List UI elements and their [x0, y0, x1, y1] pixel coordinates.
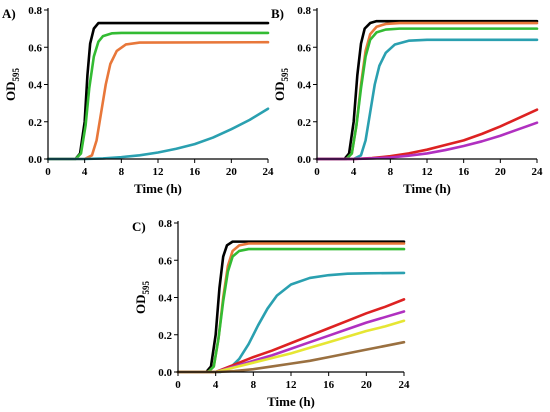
y-tick-label: 0.2	[297, 117, 311, 129]
panel-label: B)	[271, 6, 284, 21]
panel-c: 0 4 8 12 16 20 24 0.0 0.2 0.4 0.6 0.8 Time (h) OD595 C…	[132, 218, 410, 409]
y-tick-label: 0.4	[158, 293, 172, 305]
panel-a: 0 4 8 12 16 20 24 0.0 0.2 0.4 0.6 0.8 Time (h) OD595 A…	[2, 5, 274, 196]
x-tick-label: 24	[532, 166, 544, 178]
series-line-3	[315, 27, 539, 161]
y-axis-title-main: OD	[3, 82, 18, 102]
series-line-1	[315, 19, 539, 161]
y-tick-label: 0.4	[28, 80, 42, 92]
y-axis-title-subscript: 595	[11, 68, 21, 82]
y-axis-title: OD595	[272, 68, 290, 102]
y-tick-label: 0.2	[28, 117, 42, 129]
y-tick-label: 0.6	[28, 42, 42, 54]
series-line-4	[315, 38, 539, 161]
x-tick-label: 0	[175, 379, 181, 391]
y-tick-label: 0.6	[297, 42, 311, 54]
series-line-7	[176, 319, 406, 374]
series-line-3	[176, 247, 406, 374]
x-axis-title: Time (h)	[134, 181, 182, 196]
y-tick-label: 0.4	[297, 80, 311, 92]
y-axis-title: OD595	[3, 68, 21, 102]
y-axis-title-main: OD	[133, 295, 148, 315]
x-tick-label: 0	[314, 166, 320, 178]
x-tick-label: 4	[82, 166, 88, 178]
y-tick-label: 0.0	[297, 154, 311, 166]
y-tick-label: 0.0	[28, 154, 42, 166]
x-axis-title: Time (h)	[403, 181, 451, 196]
x-tick-label: 24	[399, 379, 411, 391]
x-tick-label: 16	[323, 379, 335, 391]
y-tick-label: 0.0	[158, 367, 172, 379]
y-tick-label: 0.8	[28, 5, 42, 17]
series-line-2	[46, 31, 270, 161]
x-tick-label: 12	[153, 166, 165, 178]
x-tick-label: 4	[351, 166, 357, 178]
x-tick-label: 8	[119, 166, 125, 178]
series-line-1	[176, 240, 406, 374]
y-tick-label: 0.6	[158, 255, 172, 267]
y-tick-label: 0.8	[297, 5, 311, 17]
series-line-3	[46, 40, 270, 161]
x-tick-label: 12	[422, 166, 434, 178]
series-line-8	[176, 340, 406, 374]
panel-label: A)	[2, 6, 16, 21]
y-tick-label: 0.8	[158, 218, 172, 230]
y-axis-title: OD595	[133, 281, 151, 315]
panel-label: C)	[132, 219, 146, 234]
x-tick-label: 20	[226, 166, 238, 178]
x-tick-label: 24	[263, 166, 275, 178]
series-line-5	[176, 298, 406, 374]
y-axis-title-subscript: 595	[141, 281, 151, 295]
x-tick-label: 8	[251, 379, 257, 391]
y-axis-title-subscript: 595	[280, 68, 290, 82]
x-tick-label: 12	[286, 379, 298, 391]
x-tick-label: 4	[213, 379, 219, 391]
x-tick-label: 0	[45, 166, 51, 178]
y-axis-title-main: OD	[272, 82, 287, 102]
y-tick-label: 0.2	[158, 330, 172, 342]
x-axis-title: Time (h)	[267, 394, 315, 409]
x-tick-label: 8	[388, 166, 394, 178]
x-tick-label: 20	[361, 379, 373, 391]
x-tick-label: 20	[495, 166, 507, 178]
panel-b: 0 4 8 12 16 20 24 0.0 0.2 0.4 0.6 0.8 Time (h) OD595 B…	[271, 5, 543, 196]
x-tick-label: 16	[458, 166, 470, 178]
x-tick-label: 16	[189, 166, 201, 178]
